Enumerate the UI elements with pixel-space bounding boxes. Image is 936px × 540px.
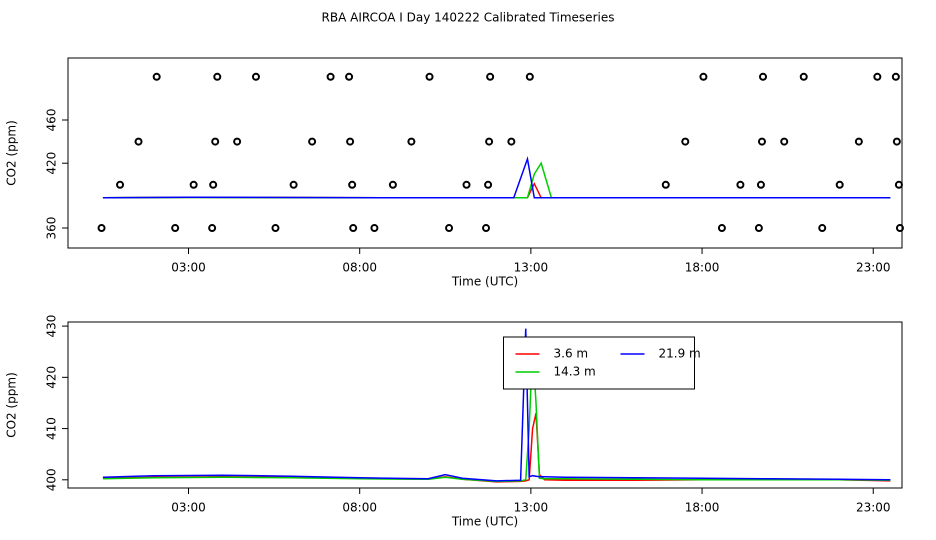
series-line bbox=[102, 155, 891, 199]
legend-box bbox=[503, 336, 695, 390]
y-axis-label: CO2 (ppm) bbox=[5, 372, 19, 438]
scatter-point bbox=[485, 137, 494, 146]
chart-title: RBA AIRCOA I Day 140222 Calibrated Times… bbox=[322, 11, 615, 25]
y-tick-label: 400 bbox=[45, 468, 59, 491]
scatter-point bbox=[189, 180, 198, 189]
scatter-point bbox=[462, 180, 471, 189]
y-tick-label: 420 bbox=[45, 366, 59, 389]
scatter-point bbox=[835, 180, 844, 189]
scatter-point bbox=[699, 72, 708, 81]
scatter-point bbox=[425, 72, 434, 81]
y-tick-label: 460 bbox=[45, 109, 59, 132]
scatter-point bbox=[799, 72, 808, 81]
scatter-point bbox=[717, 224, 726, 233]
x-tick-label: 13:00 bbox=[514, 501, 549, 515]
scatter-point bbox=[736, 180, 745, 189]
scatter-point bbox=[892, 137, 901, 146]
y-tick-label: 420 bbox=[45, 152, 59, 175]
scatter-point bbox=[754, 224, 763, 233]
scatter-point bbox=[681, 137, 690, 146]
scatter-point bbox=[271, 224, 280, 233]
scatter-point bbox=[757, 137, 766, 146]
x-tick-label: 03:00 bbox=[171, 501, 206, 515]
scatter-point bbox=[326, 72, 335, 81]
scatter-point bbox=[211, 137, 220, 146]
scatter-point bbox=[780, 137, 789, 146]
scatter-point bbox=[482, 224, 491, 233]
scatter-point bbox=[208, 224, 217, 233]
x-axis-label: Time (UTC) bbox=[451, 275, 518, 289]
scatter-point bbox=[209, 180, 218, 189]
scatter-point bbox=[759, 72, 767, 81]
x-axis-label: Time (UTC) bbox=[451, 515, 518, 529]
scatter-point bbox=[346, 137, 355, 146]
scatter-point bbox=[97, 224, 106, 233]
legend: 3.6 m 14.3 m 21.9 m bbox=[503, 336, 701, 390]
scatter-point bbox=[894, 180, 903, 189]
x-tick-label: 03:00 bbox=[171, 261, 206, 275]
scatter-point bbox=[251, 72, 260, 81]
scatter-point bbox=[348, 180, 357, 189]
scatter-point bbox=[891, 72, 900, 81]
scatter-point bbox=[233, 137, 242, 146]
x-tick-label: 08:00 bbox=[342, 261, 377, 275]
x-tick-label: 18:00 bbox=[685, 261, 720, 275]
scatter-point bbox=[388, 180, 397, 189]
plot-frame bbox=[67, 321, 903, 489]
x-tick-label: 23:00 bbox=[856, 261, 891, 275]
legend-label: 3.6 m bbox=[554, 347, 589, 361]
scatter-point bbox=[134, 137, 143, 146]
x-tick-label: 08:00 bbox=[342, 501, 377, 515]
scatter-point bbox=[171, 224, 180, 233]
scatter-point bbox=[445, 224, 454, 233]
scatter-point bbox=[525, 72, 534, 81]
scatter-point bbox=[854, 137, 863, 146]
scatter-point bbox=[289, 180, 298, 189]
scatter-point bbox=[370, 224, 379, 233]
scatter-point bbox=[308, 137, 317, 146]
scatter-point bbox=[507, 137, 516, 146]
y-tick-label: 360 bbox=[45, 217, 59, 240]
series-line bbox=[102, 346, 891, 483]
scatter-point bbox=[349, 224, 358, 233]
scatter-point bbox=[407, 137, 416, 146]
y-axis-label: CO2 (ppm) bbox=[5, 120, 19, 186]
x-tick-label: 13:00 bbox=[514, 261, 549, 275]
y-tick-label: 430 bbox=[45, 315, 59, 338]
scatter-point bbox=[873, 72, 882, 81]
x-tick-label: 18:00 bbox=[685, 501, 720, 515]
scatter-point bbox=[895, 224, 904, 233]
scatter-point bbox=[345, 72, 354, 81]
series-line bbox=[102, 328, 891, 482]
scatter-point bbox=[486, 72, 495, 81]
scatter-point bbox=[818, 224, 827, 233]
x-tick-label: 23:00 bbox=[856, 501, 891, 515]
y-tick-label: 410 bbox=[45, 417, 59, 440]
scatter-point bbox=[756, 180, 765, 189]
legend-label: 21.9 m bbox=[659, 347, 701, 361]
plot-frame bbox=[67, 57, 903, 249]
scatter-point bbox=[116, 180, 125, 189]
scatter-point bbox=[152, 72, 161, 81]
scatter-point bbox=[484, 180, 493, 189]
legend-label: 14.3 m bbox=[554, 365, 596, 379]
scatter-point bbox=[213, 72, 222, 81]
scatter-point bbox=[661, 180, 670, 189]
